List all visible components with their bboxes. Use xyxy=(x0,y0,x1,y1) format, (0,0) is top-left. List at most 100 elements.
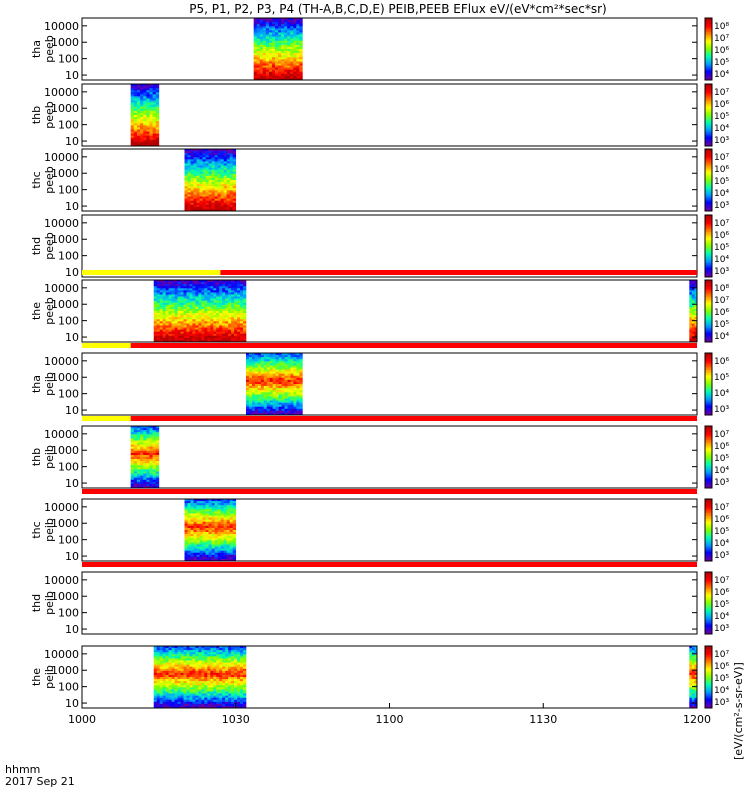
colorbar-tick-label: 10³ xyxy=(714,551,729,561)
y-tick-label: 10000 xyxy=(44,648,79,661)
y-tick-label: 1000 xyxy=(51,102,79,115)
mode-bar-left xyxy=(82,270,221,275)
colorbar-tick-label: 10⁷ xyxy=(714,650,729,660)
y-tick-label: 1000 xyxy=(51,590,79,603)
colorbar-tick-label: 10³ xyxy=(714,267,729,277)
y-tick-label: 100 xyxy=(58,461,79,474)
colorbar-tick-label: 10⁶ xyxy=(714,442,729,452)
colorbar-tick-label: 10³ xyxy=(714,136,729,146)
colorbar-tick-label: 10³ xyxy=(714,405,729,415)
panel-frame xyxy=(81,571,698,635)
y-tick-label: 10 xyxy=(65,200,79,213)
y-tick-label: 10000 xyxy=(44,217,79,230)
y-tick-label: 10 xyxy=(65,697,79,710)
colorbar: 10⁷ 10⁶ 10⁵ 10⁴ 10³ xyxy=(704,425,729,489)
colorbar-tick-label: 10⁷ xyxy=(714,34,729,44)
colorbar-tick-label: 10⁵ xyxy=(714,243,729,253)
colorbar-tick-label: 10³ xyxy=(714,201,729,211)
y-tick-label: 10 xyxy=(65,266,79,279)
panel-type-label: peib xyxy=(43,665,56,689)
x-tick-label: 1030 xyxy=(222,713,250,726)
y-tick-label: 10000 xyxy=(44,282,79,295)
x-axis-label-date: 2017 Sep 21 xyxy=(5,775,75,788)
colorbar: 10⁸ 10⁷ 10⁶ 10⁵ 10⁴ xyxy=(704,279,729,343)
panel-tha-peib: 10000 1000 100 10 tha peib 10⁶ 10⁵ 10⁴ 10³ xyxy=(30,343,729,417)
colorbar-tick-label: 10⁴ xyxy=(714,466,729,476)
spectrogram-segment xyxy=(153,646,247,709)
colorbar-tick-label: 10⁵ xyxy=(714,112,729,122)
colorbar-tick-label: 10⁴ xyxy=(714,70,729,80)
colorbar-tick-label: 10⁶ xyxy=(714,515,729,525)
y-tick-label: 10 xyxy=(65,69,79,82)
spectrogram-segment xyxy=(184,499,237,562)
colorbar-tick-label: 10³ xyxy=(714,478,729,488)
y-tick-label: 10000 xyxy=(44,574,79,587)
y-tick-label: 100 xyxy=(58,607,79,620)
y-tick-label: 1000 xyxy=(51,444,79,457)
panel-probe-label: thb xyxy=(30,448,43,466)
mode-bar-left xyxy=(82,343,131,348)
y-tick-label: 100 xyxy=(58,119,79,132)
colorbar-tick-label: 10⁷ xyxy=(714,153,729,163)
colorbar: 10⁷ 10⁶ 10⁵ 10⁴ 10³ xyxy=(704,645,729,709)
panel-probe-label: thd xyxy=(30,237,43,255)
colorbar-tick-label: 10⁴ xyxy=(714,686,729,696)
x-axis-label-hhmm: hhmm xyxy=(5,763,40,776)
colorbar: 10⁸ 10⁷ 10⁶ 10⁵ 10⁴ xyxy=(704,17,729,81)
colorbar: 10⁶ 10⁵ 10⁴ 10³ xyxy=(704,352,729,416)
panel-type-label: peeb xyxy=(43,35,56,63)
colorbar-tick-label: 10³ xyxy=(714,624,729,634)
panel-type-label: peib xyxy=(43,591,56,615)
spectrogram-segment xyxy=(689,646,698,709)
y-tick-label: 10000 xyxy=(44,428,79,441)
y-tick-label: 100 xyxy=(58,534,79,547)
colorbar-tick-label: 10⁷ xyxy=(714,296,729,306)
panel-probe-label: the xyxy=(30,302,43,320)
x-axis: 1000 1030 1100 1130 1200 xyxy=(68,703,711,726)
x-tick-label: 1000 xyxy=(68,713,96,726)
y-tick-label: 1000 xyxy=(51,167,79,180)
colorbar-tick-label: 10⁷ xyxy=(714,576,729,586)
y-tick-label: 10 xyxy=(65,135,79,148)
colorbar-tick-label: 10⁶ xyxy=(714,588,729,598)
panel-probe-label: thb xyxy=(30,106,43,124)
colorbar-tick-label: 10⁷ xyxy=(714,219,729,229)
colorbar-tick-label: 10⁴ xyxy=(714,189,729,199)
colorbar-tick-label: 10⁵ xyxy=(714,58,729,68)
colorbar-tick-label: 10⁸ xyxy=(714,22,729,32)
colorbar-tick-label: 10⁴ xyxy=(714,332,729,342)
colorbar-label: [eV/(cm²-s-sr-eV)] xyxy=(732,662,745,760)
y-tick-label: 100 xyxy=(58,53,79,66)
panel-frame xyxy=(81,279,698,343)
y-tick-label: 1000 xyxy=(51,664,79,677)
colorbar-tick-label: 10⁵ xyxy=(714,600,729,610)
y-tick-label: 100 xyxy=(58,315,79,328)
y-tick-label: 10000 xyxy=(44,20,79,33)
colorbar: 10⁷ 10⁶ 10⁵ 10⁴ 10³ xyxy=(704,214,729,278)
mode-bar-right xyxy=(130,343,697,348)
colorbar-tick-label: 10⁵ xyxy=(714,177,729,187)
y-tick-label: 10 xyxy=(65,623,79,636)
panel-thd-peeb: 10000 1000 100 10 thd peeb 10⁷ 10⁶ 10⁵ 10⁴ 10³ xyxy=(30,214,729,279)
panel-frame xyxy=(81,425,698,489)
y-tick-label: 10000 xyxy=(44,501,79,514)
panel-frame xyxy=(81,83,698,147)
y-tick-label: 10000 xyxy=(44,151,79,164)
y-tick-label: 10000 xyxy=(44,355,79,368)
colorbar-tick-label: 10⁵ xyxy=(714,454,729,464)
panel-type-label: peib xyxy=(43,372,56,396)
mode-bar-right xyxy=(130,416,697,421)
y-tick-label: 1000 xyxy=(51,36,79,49)
y-tick-label: 100 xyxy=(58,250,79,263)
colorbar-tick-label: 10⁷ xyxy=(714,503,729,513)
panel-probe-label: thc xyxy=(30,521,43,538)
panel-frame xyxy=(81,498,698,562)
spectrogram-segment xyxy=(253,18,303,81)
panel-thc-peeb: 10000 1000 100 10 thc peeb 10⁷ 10⁶ 10⁵ 10⁴ 10³ xyxy=(30,148,729,213)
panel-thc-peib: 10000 1000 100 10 thc peib 10⁷ 10⁶ 10⁵ 10⁴ 10³ xyxy=(30,489,729,563)
colorbar-tick-label: 10⁶ xyxy=(714,231,729,241)
colorbar-tick-label: 10⁶ xyxy=(714,100,729,110)
mode-bar-right xyxy=(82,562,697,567)
panel-type-label: peeb xyxy=(43,101,56,129)
